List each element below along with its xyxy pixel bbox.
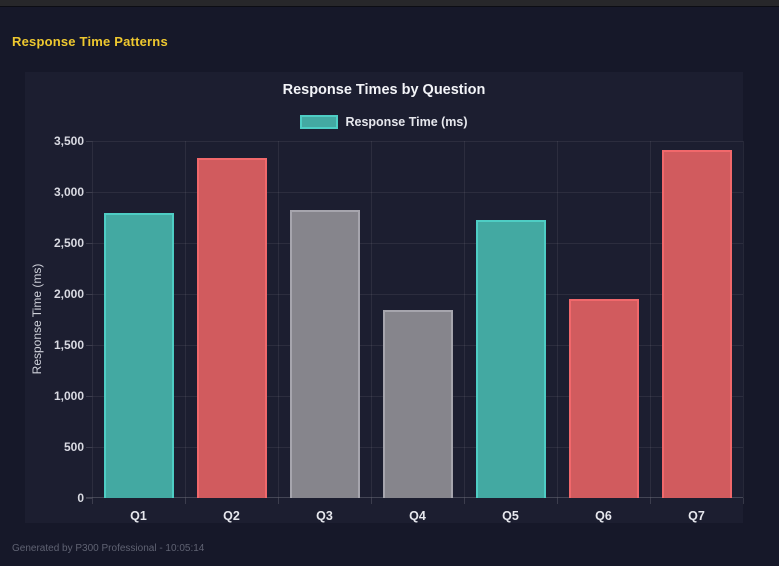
y-axis-tick-mark — [86, 294, 92, 295]
y-axis-tick-mark — [86, 192, 92, 193]
x-axis-label-q3: Q3 — [316, 509, 333, 523]
x-axis-tick-mark — [278, 498, 279, 504]
bar-q5[interactable] — [475, 219, 546, 498]
x-axis-label-q4: Q4 — [409, 509, 426, 523]
page-title: Response Time Patterns — [12, 34, 168, 49]
y-axis-tick-label: 1,000 — [53, 389, 84, 403]
y-axis-tick-label: 2,000 — [53, 287, 84, 301]
x-axis-tick-mark — [650, 498, 651, 504]
gridline-x-boundary — [371, 141, 372, 498]
y-axis-tick-mark — [86, 396, 92, 397]
chart-title: Response Times by Question — [282, 82, 486, 98]
x-axis-tick-mark — [557, 498, 558, 504]
legend-item-response-time[interactable]: Response Time (ms) — [300, 115, 468, 129]
bar-q3[interactable] — [289, 210, 360, 498]
x-axis-tick-mark — [92, 498, 93, 504]
y-axis-tick-label: 2,500 — [53, 236, 84, 250]
gridline-y-3500 — [92, 141, 743, 142]
y-axis-title: Response Time (ms) — [30, 263, 44, 375]
y-axis-tick-label: 3,500 — [53, 134, 84, 148]
y-axis-tick-label: 0 — [77, 491, 84, 505]
x-axis-label-q5: Q5 — [502, 509, 519, 523]
x-axis-tick-mark — [743, 498, 744, 504]
gridline-x-boundary — [278, 141, 279, 498]
gridline-x-boundary — [185, 141, 186, 498]
window-top-bar — [0, 0, 779, 7]
gridline-x-boundary — [464, 141, 465, 498]
x-axis-tick-mark — [371, 498, 372, 504]
gridline-y-2500 — [92, 243, 743, 244]
y-axis-tick-mark — [86, 498, 92, 499]
x-axis-tick-mark — [464, 498, 465, 504]
x-axis-label-q6: Q6 — [595, 509, 612, 523]
chart-panel: Response Times by Question Response Time… — [25, 72, 744, 523]
bar-q4[interactable] — [382, 309, 453, 498]
legend-label: Response Time (ms) — [345, 115, 468, 129]
gridline-y-2000 — [92, 294, 743, 295]
y-axis-tick-mark — [86, 345, 92, 346]
gridline-x-boundary — [650, 141, 651, 498]
chart-legend: Response Time (ms) — [25, 115, 743, 129]
y-axis-tick-mark — [86, 141, 92, 142]
x-axis-label-q2: Q2 — [223, 509, 240, 523]
bar-q7[interactable] — [661, 150, 732, 498]
y-axis-tick-label: 500 — [63, 440, 84, 454]
bar-q1[interactable] — [103, 213, 174, 498]
x-axis-tick-mark — [185, 498, 186, 504]
y-axis-tick-label: 1,500 — [53, 338, 84, 352]
bar-q2[interactable] — [196, 158, 267, 498]
gridline-y-3000 — [92, 192, 743, 193]
plot-area — [86, 141, 744, 498]
footer-generated-text: Generated by P300 Professional - 10:05:1… — [12, 543, 205, 554]
legend-swatch-icon — [300, 115, 339, 129]
y-axis-tick-label: 3,000 — [53, 185, 84, 199]
y-axis-tick-mark — [86, 243, 92, 244]
x-axis-label-q1: Q1 — [130, 509, 147, 523]
gridline-x-boundary — [743, 141, 744, 498]
gridline-x-boundary — [557, 141, 558, 498]
bar-q6[interactable] — [568, 299, 639, 498]
y-axis-tick-mark — [86, 447, 92, 448]
gridline-x-boundary — [92, 141, 93, 498]
x-axis-label-q7: Q7 — [688, 509, 705, 523]
